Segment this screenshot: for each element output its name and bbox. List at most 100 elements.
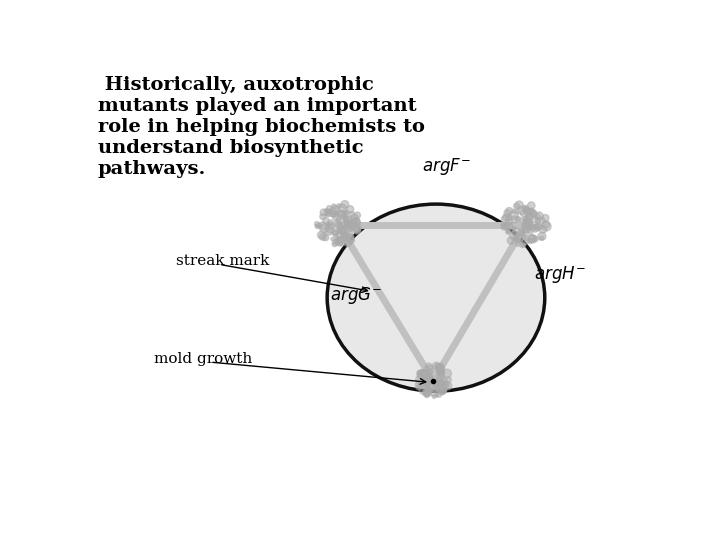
Circle shape bbox=[533, 236, 539, 242]
Circle shape bbox=[338, 224, 343, 229]
Circle shape bbox=[526, 213, 533, 220]
Circle shape bbox=[325, 227, 333, 235]
Circle shape bbox=[342, 214, 348, 221]
Circle shape bbox=[521, 209, 528, 217]
Circle shape bbox=[523, 221, 532, 229]
Circle shape bbox=[536, 212, 543, 220]
Circle shape bbox=[323, 218, 329, 224]
Circle shape bbox=[443, 369, 451, 377]
Circle shape bbox=[326, 222, 330, 226]
Circle shape bbox=[421, 369, 425, 374]
Circle shape bbox=[426, 374, 433, 381]
Circle shape bbox=[528, 209, 533, 213]
Circle shape bbox=[341, 210, 346, 214]
Circle shape bbox=[428, 388, 432, 391]
Circle shape bbox=[518, 206, 526, 214]
Circle shape bbox=[512, 226, 516, 230]
Circle shape bbox=[420, 371, 425, 375]
Circle shape bbox=[421, 382, 428, 388]
Circle shape bbox=[510, 231, 518, 240]
Circle shape bbox=[534, 213, 540, 219]
Circle shape bbox=[332, 231, 338, 236]
Circle shape bbox=[335, 220, 341, 227]
Circle shape bbox=[526, 208, 531, 213]
Circle shape bbox=[530, 211, 536, 217]
Circle shape bbox=[440, 387, 446, 394]
Circle shape bbox=[436, 377, 443, 384]
Circle shape bbox=[534, 225, 539, 229]
Circle shape bbox=[425, 389, 432, 396]
Circle shape bbox=[516, 217, 521, 221]
Circle shape bbox=[423, 372, 428, 377]
Circle shape bbox=[523, 227, 533, 236]
Text: mold growth: mold growth bbox=[154, 352, 253, 366]
Circle shape bbox=[337, 226, 345, 234]
Circle shape bbox=[350, 214, 359, 222]
Circle shape bbox=[528, 235, 536, 243]
Circle shape bbox=[531, 216, 538, 222]
Circle shape bbox=[523, 215, 531, 224]
Circle shape bbox=[317, 223, 322, 228]
Circle shape bbox=[426, 365, 434, 374]
Circle shape bbox=[505, 207, 513, 214]
Circle shape bbox=[430, 380, 437, 387]
Circle shape bbox=[438, 382, 443, 386]
Circle shape bbox=[433, 390, 436, 393]
Circle shape bbox=[528, 202, 535, 209]
Circle shape bbox=[512, 228, 521, 237]
Ellipse shape bbox=[327, 204, 545, 391]
Circle shape bbox=[516, 242, 521, 246]
Circle shape bbox=[444, 382, 452, 390]
Circle shape bbox=[512, 209, 516, 213]
Circle shape bbox=[419, 374, 424, 378]
Text: $\mathit{arg}\mathit{H}^{-}$: $\mathit{arg}\mathit{H}^{-}$ bbox=[534, 264, 585, 285]
Circle shape bbox=[330, 237, 334, 241]
Circle shape bbox=[446, 377, 451, 382]
Circle shape bbox=[501, 215, 510, 224]
Circle shape bbox=[436, 383, 442, 389]
Circle shape bbox=[436, 373, 444, 381]
Circle shape bbox=[347, 226, 353, 232]
Circle shape bbox=[534, 224, 541, 231]
Circle shape bbox=[338, 204, 346, 212]
Circle shape bbox=[439, 377, 447, 384]
Circle shape bbox=[521, 223, 526, 227]
Circle shape bbox=[354, 219, 360, 225]
Circle shape bbox=[430, 380, 433, 383]
Circle shape bbox=[441, 386, 446, 392]
Circle shape bbox=[540, 236, 544, 240]
Circle shape bbox=[338, 211, 346, 218]
Circle shape bbox=[333, 212, 341, 221]
Circle shape bbox=[435, 363, 438, 367]
Circle shape bbox=[445, 382, 449, 386]
Circle shape bbox=[433, 380, 439, 387]
Circle shape bbox=[519, 218, 523, 222]
Circle shape bbox=[345, 221, 354, 229]
Circle shape bbox=[514, 234, 523, 243]
Circle shape bbox=[420, 370, 430, 379]
Circle shape bbox=[426, 387, 432, 394]
Circle shape bbox=[441, 383, 449, 390]
Circle shape bbox=[320, 213, 325, 219]
Circle shape bbox=[521, 226, 528, 233]
Circle shape bbox=[344, 216, 352, 224]
Circle shape bbox=[528, 208, 535, 215]
Circle shape bbox=[426, 388, 431, 393]
Circle shape bbox=[326, 224, 335, 233]
Circle shape bbox=[438, 371, 444, 377]
Circle shape bbox=[542, 214, 549, 221]
Circle shape bbox=[341, 200, 348, 208]
Circle shape bbox=[421, 377, 426, 382]
Circle shape bbox=[320, 233, 326, 240]
Circle shape bbox=[436, 364, 444, 372]
Circle shape bbox=[523, 205, 528, 211]
Circle shape bbox=[526, 221, 534, 230]
Circle shape bbox=[433, 382, 442, 391]
Circle shape bbox=[334, 234, 338, 238]
Circle shape bbox=[415, 382, 419, 387]
Circle shape bbox=[439, 367, 444, 372]
Circle shape bbox=[420, 370, 424, 374]
Circle shape bbox=[332, 242, 337, 247]
Circle shape bbox=[505, 218, 513, 225]
Circle shape bbox=[514, 237, 518, 240]
